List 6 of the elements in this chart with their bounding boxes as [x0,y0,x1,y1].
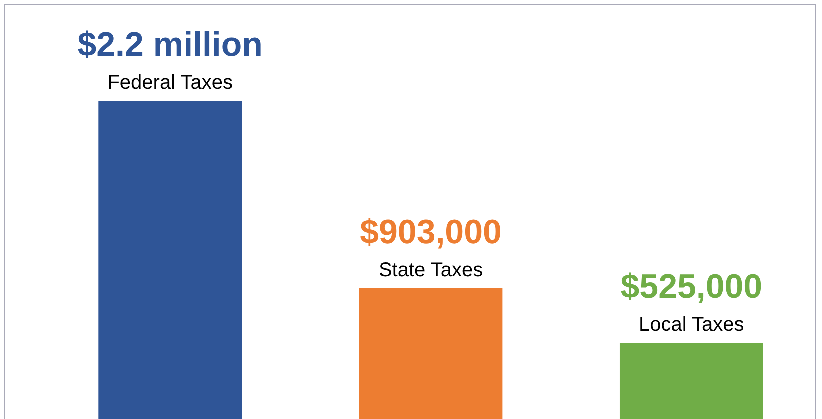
data-label: $525,000 [620,268,763,306]
x-tick-label: Local Taxes [639,314,744,336]
data-label: $903,000 [360,213,502,252]
x-tick-label: Federal Taxes [108,72,233,94]
x-tick-label: State Taxes [378,259,484,282]
data-label: $2.2 million [78,26,263,64]
